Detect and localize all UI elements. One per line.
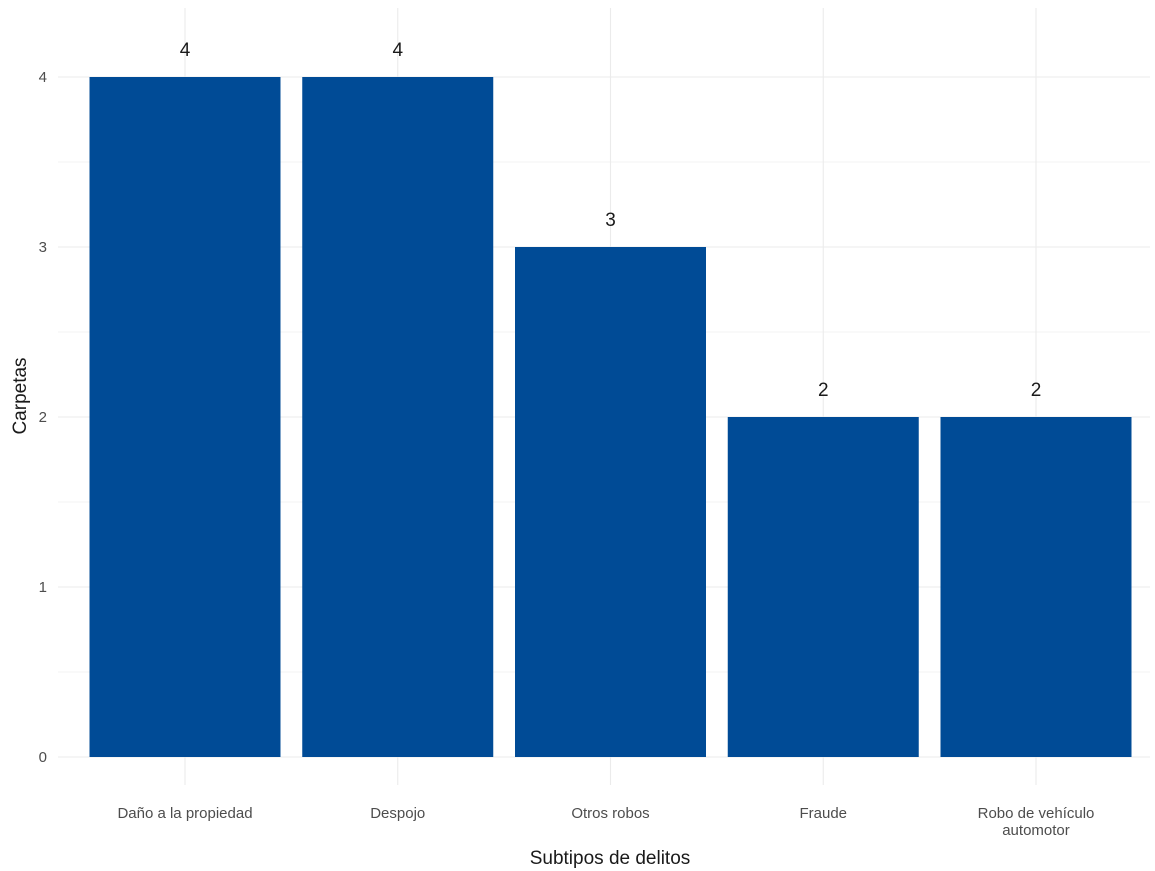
y-tick-label: 2 bbox=[39, 409, 47, 426]
x-tick-label: Robo de vehículo automotor bbox=[978, 805, 1095, 839]
y-tick-label: 1 bbox=[39, 579, 47, 596]
x-tick-label: Otros robos bbox=[571, 805, 649, 822]
y-tick-label: 4 bbox=[39, 69, 47, 86]
data-label: 2 bbox=[1031, 380, 1042, 401]
x-tick-label: Despojo bbox=[370, 805, 425, 822]
data-label: 4 bbox=[392, 40, 403, 61]
data-label: 3 bbox=[605, 210, 616, 231]
y-axis-ticks: 0 1 2 3 4 bbox=[39, 69, 47, 766]
bar bbox=[940, 417, 1132, 757]
bars bbox=[89, 77, 1132, 757]
y-tick-label: 3 bbox=[39, 239, 47, 256]
x-tick-label: Fraude bbox=[799, 805, 847, 822]
bar bbox=[302, 77, 494, 757]
y-axis-title: Carpetas bbox=[10, 357, 31, 434]
data-labels: 4 4 3 2 2 bbox=[180, 40, 1042, 401]
bar bbox=[727, 417, 919, 757]
x-axis-ticks: Daño a la propiedad Despojo Otros robos Fra… bbox=[117, 805, 1094, 839]
data-label: 2 bbox=[818, 380, 829, 401]
x-tick-label: Daño a la propiedad bbox=[117, 805, 252, 822]
bar bbox=[515, 247, 706, 757]
data-label: 4 bbox=[180, 40, 191, 61]
bar bbox=[89, 77, 281, 757]
x-axis-title: Subtipos de delitos bbox=[530, 848, 691, 869]
y-tick-label: 0 bbox=[39, 749, 47, 766]
